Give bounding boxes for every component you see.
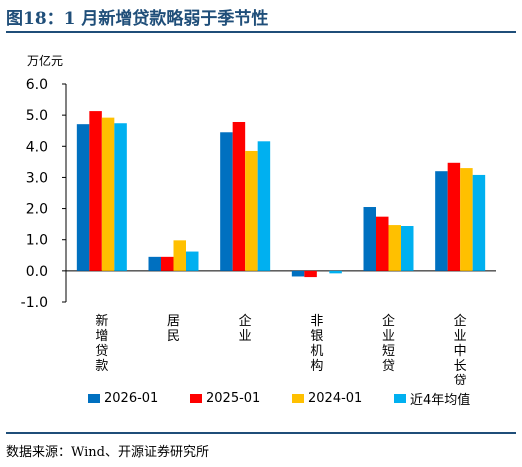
bar: [291, 270, 305, 277]
bar: [257, 141, 271, 271]
bar: [388, 225, 401, 271]
y-tick-label: 6.0: [26, 77, 48, 93]
bar: [472, 174, 486, 271]
x-category-label-char: 长: [454, 359, 467, 374]
legend-label: 2024-01: [308, 390, 363, 406]
legend-item: 2024-01: [292, 388, 362, 408]
bar: [148, 256, 161, 271]
legend-label: 2026-01: [104, 390, 159, 406]
y-tick-label: 3.0: [26, 170, 48, 186]
bar: [89, 111, 102, 271]
bar: [363, 207, 376, 271]
footer-divider: [6, 432, 516, 434]
y-tick-label: 1.0: [26, 233, 48, 249]
x-category-label-char: 银: [310, 329, 323, 344]
bar: [447, 162, 461, 271]
y-tick-label: 5.0: [26, 108, 48, 124]
legend-swatch: [88, 393, 100, 403]
legend-swatch: [292, 393, 304, 403]
x-category-label-char: 短: [382, 344, 395, 359]
x-category-label-char: 业: [382, 329, 395, 344]
chart-legend: 2026-01 2025-01 2024-01 近4年均值: [0, 388, 522, 408]
bar: [161, 256, 174, 271]
x-category-label-char: 新: [95, 313, 108, 329]
bar: [329, 270, 342, 274]
figure-header: 图18：1 月新增贷款略弱于季节性: [0, 0, 522, 36]
legend-item: 2025-01: [190, 388, 260, 408]
bar: [76, 124, 90, 271]
legend-swatch: [394, 393, 406, 403]
legend-label: 2025-01: [206, 390, 261, 406]
x-category-label-char: 贷: [454, 374, 467, 385]
x-category-label-char: 机: [310, 344, 323, 359]
legend-item: 2026-01: [88, 388, 158, 408]
x-category-label-char: 企: [454, 313, 467, 329]
x-category-label-char: 业: [239, 329, 252, 344]
x-category-label-char: 居: [167, 314, 180, 329]
bar: [232, 121, 246, 271]
x-category-label-char: 业: [454, 329, 467, 344]
bar: [220, 132, 233, 271]
bar: [101, 117, 115, 271]
figure-title: 图18：1 月新增贷款略弱于季节性: [6, 9, 269, 29]
bar: [460, 168, 473, 271]
x-category-label-char: 贷: [382, 359, 395, 374]
bar: [245, 150, 258, 271]
bar: [173, 240, 186, 271]
data-source: 数据来源：Wind、开源证券研究所: [6, 445, 209, 460]
y-tick-label: 0.0: [26, 264, 48, 280]
x-category-label-char: 企: [382, 313, 395, 329]
x-category-label-char: 中: [454, 344, 467, 359]
x-category-label-char: 增: [95, 329, 108, 344]
y-axis-unit: 万亿元: [27, 54, 64, 68]
x-category-label-char: 非: [310, 314, 323, 329]
bar-chart: -1.00.01.02.03.04.05.06.0新增贷款居民企业非银机构企业短…: [21, 77, 496, 385]
y-tick-label: 2.0: [26, 202, 48, 218]
legend-label: 近4年均值: [410, 392, 471, 408]
legend-item: 近4年均值: [394, 388, 470, 408]
x-category-label-char: 款: [95, 359, 108, 374]
bar: [304, 270, 317, 278]
y-tick-label: 4.0: [26, 139, 48, 155]
legend-swatch: [190, 393, 202, 403]
bar: [401, 226, 414, 271]
x-category-label-char: 贷: [95, 344, 108, 359]
x-category-label-char: 民: [167, 329, 180, 344]
x-category-label-char: 构: [310, 359, 323, 374]
title-divider: [6, 31, 516, 33]
bar: [435, 171, 448, 271]
bar: [186, 251, 199, 271]
bar: [114, 123, 127, 271]
bar: [376, 216, 389, 271]
x-category-label-char: 企: [239, 313, 252, 329]
y-tick-label: -1.0: [21, 295, 48, 311]
